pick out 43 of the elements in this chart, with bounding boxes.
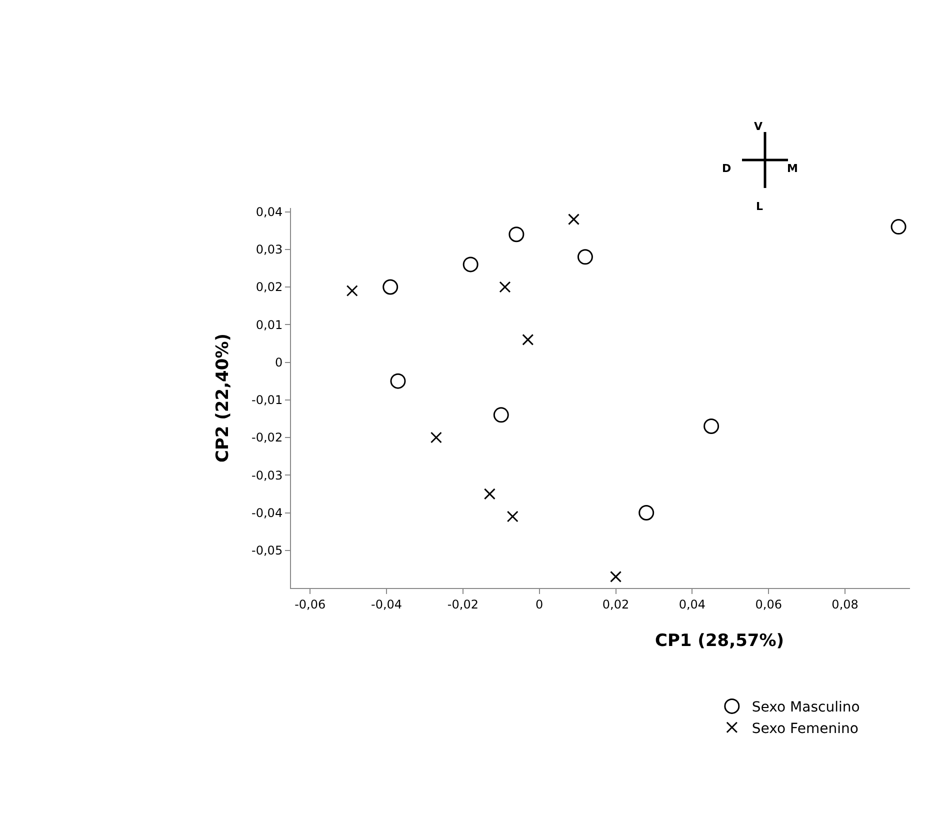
x-tick-label: 0 [536,597,544,612]
y-tick-label: 0 [274,355,283,370]
point [430,432,442,444]
point [522,334,534,346]
legend-label: Sexo Femenino [752,720,858,737]
y-tick-label: -0,04 [252,506,283,520]
point [577,249,593,265]
point [508,226,524,242]
point [890,219,906,235]
annotation: L [756,200,764,213]
point [568,214,580,226]
point [346,285,358,297]
y-tick-label: 0,01 [256,318,283,332]
point [638,505,654,520]
x-tick-label: 0,02 [602,597,630,612]
point [390,373,406,389]
x-tick-label: -0,04 [370,597,402,612]
x-tick-label: 0,04 [678,597,706,612]
point [484,488,496,500]
text: M [787,162,798,175]
x-tick-label: 0,06 [755,597,782,612]
y-tick-label: -0,02 [252,430,283,445]
text: V [754,120,763,133]
y-tick-label: 0,03 [256,242,283,257]
point [493,407,509,423]
point [704,418,720,434]
point [462,256,478,272]
x-tick-label: -0,06 [294,597,326,612]
point [499,281,511,293]
y-tick-label: 0,04 [256,204,283,219]
y-tick-label: -0,01 [252,393,283,408]
point [506,510,518,522]
y-tick-label: -0,03 [252,468,283,482]
x-tick-label: -0,02 [447,597,478,612]
y-tick-label: -0,05 [252,544,283,558]
legend-label: Sexo Masculino [752,700,860,716]
y-tick-label: 0,02 [256,280,283,294]
point [382,279,398,295]
text: D [722,162,732,175]
x-tick-label: 0,08 [832,597,858,612]
point [610,570,622,582]
x-axis-title: CP1 (28,57%) [655,631,784,651]
y-axis-title: CP2 (22,40%) [213,333,234,463]
